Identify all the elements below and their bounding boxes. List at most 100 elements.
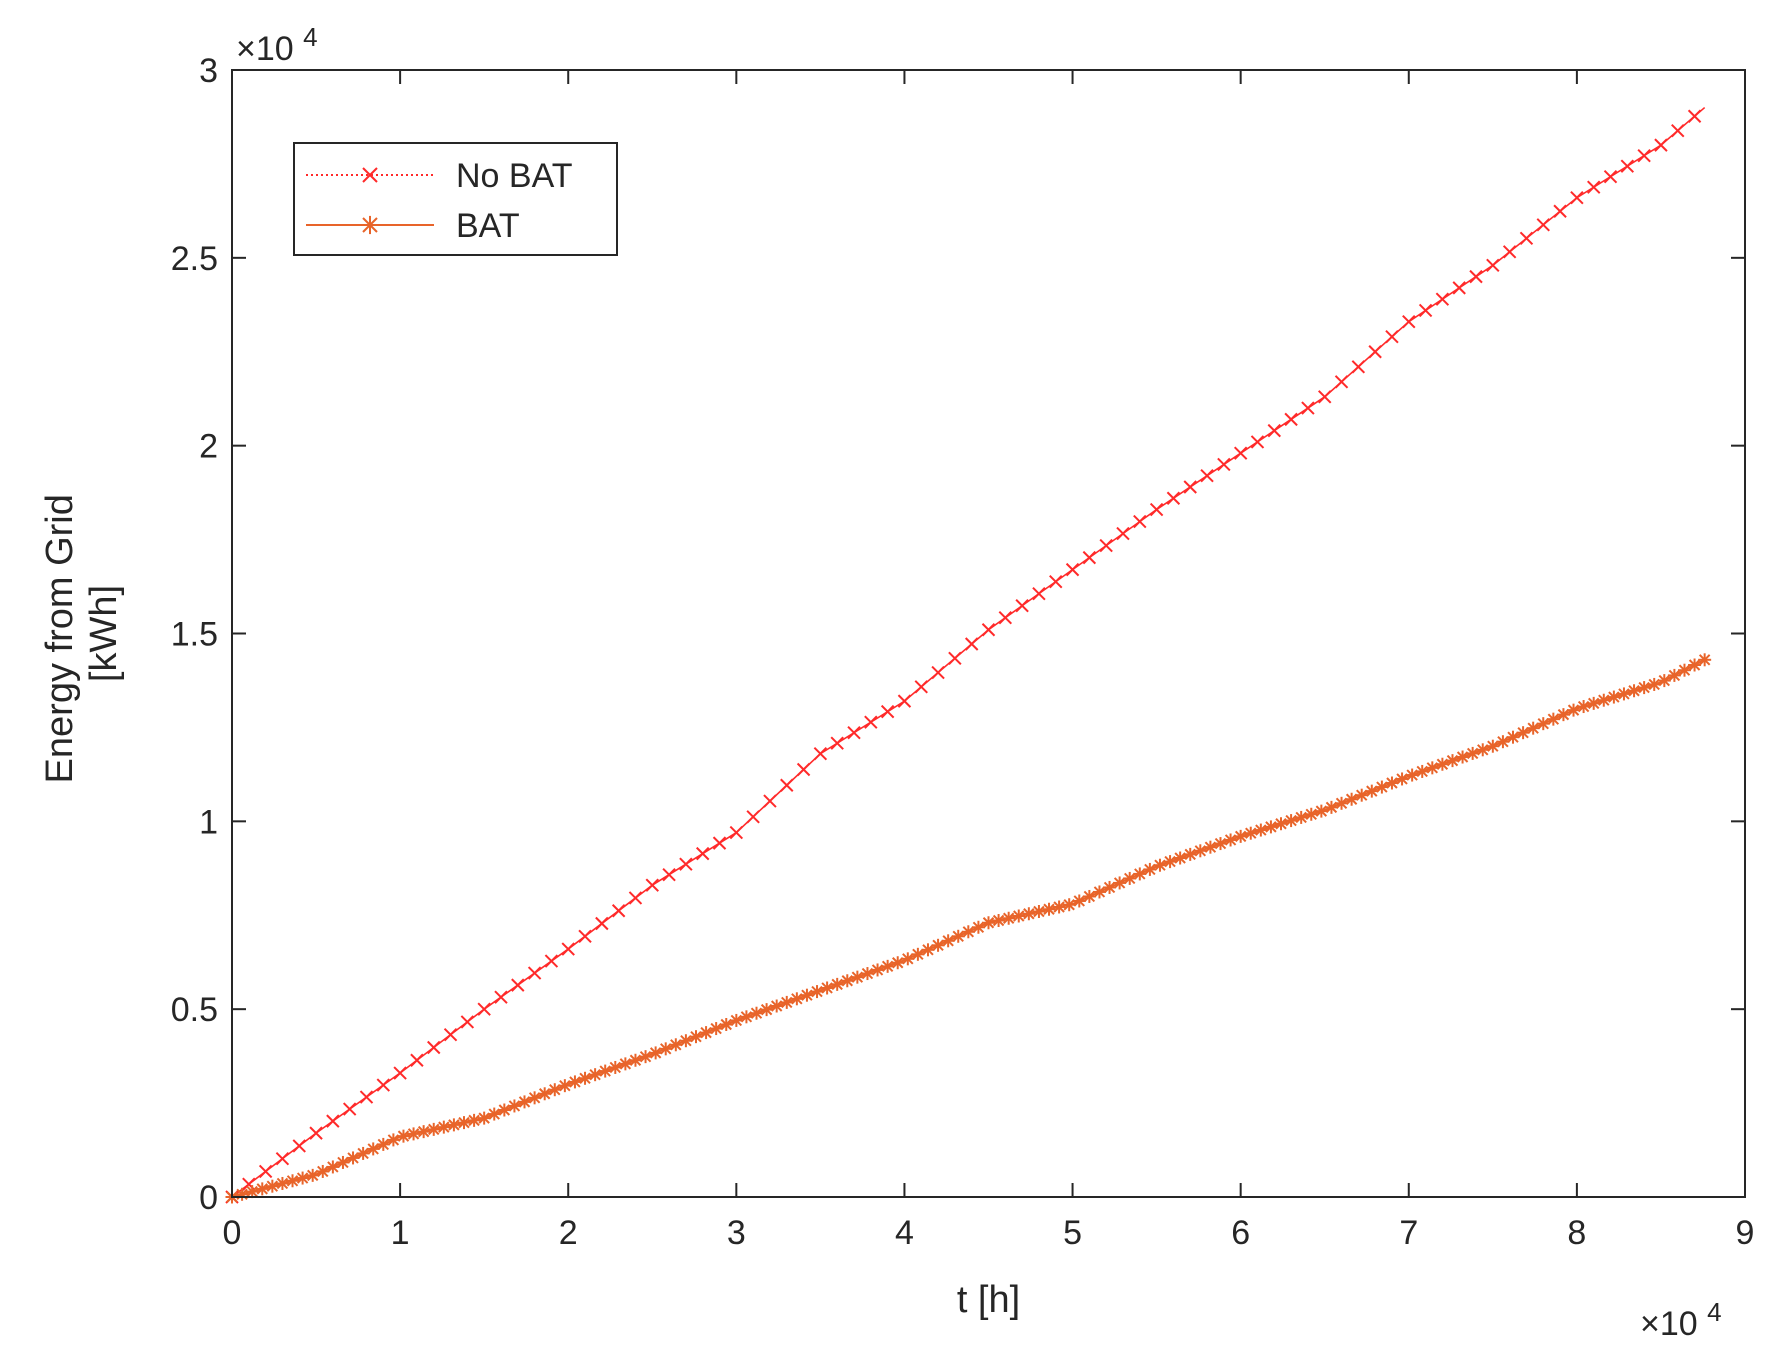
series-point-bat <box>477 1111 491 1125</box>
series-point-bat <box>1082 889 1096 903</box>
series-point-no-bat <box>864 715 878 729</box>
series-point-bat <box>1304 807 1318 821</box>
legend-entry-bat: BAT <box>306 207 520 245</box>
series-point-bat <box>1466 746 1480 760</box>
y-axis-label-line-2: [kWh] <box>83 585 125 682</box>
series-point-no-bat <box>275 1151 290 1166</box>
series-point-no-bat <box>696 846 710 861</box>
series-point-no-bat <box>914 680 928 694</box>
series-point-bat <box>1698 653 1712 667</box>
series-point-bat <box>265 1179 279 1193</box>
series-point-bat <box>911 947 925 961</box>
series-point-bat <box>628 1053 642 1067</box>
series-point-bat <box>982 916 995 930</box>
x-tick-label: 2 <box>559 1214 578 1252</box>
series-point-bat <box>1153 858 1167 872</box>
series-point-no-bat <box>1553 204 1567 218</box>
series-point-bat <box>1163 855 1177 869</box>
series-point-bat <box>891 956 905 970</box>
series-point-bat <box>1103 880 1117 894</box>
x-tick-label: 5 <box>1063 1214 1082 1252</box>
series-point-no-bat <box>1301 401 1315 415</box>
series-point-no-bat <box>544 954 559 968</box>
series-point-bat <box>1375 780 1389 794</box>
series-point-bat <box>1254 823 1268 837</box>
series-point-no-bat <box>847 725 861 740</box>
legend-box <box>293 142 618 256</box>
series-point-bat <box>1294 810 1308 824</box>
series-point-bat <box>1486 739 1500 753</box>
series-point-bat <box>800 988 814 1002</box>
series-point-no-bat <box>326 1114 340 1128</box>
series-point-bat <box>1032 904 1046 918</box>
series-point-bat <box>921 943 935 957</box>
series-point-bat <box>306 1168 320 1182</box>
x-axis-label: t [h] <box>957 1279 1020 1321</box>
series-point-bat <box>669 1038 683 1052</box>
series-point-bat <box>608 1060 622 1074</box>
series-point-no-bat <box>611 904 626 918</box>
series-point-bat <box>961 925 975 939</box>
series-point-bat <box>1567 703 1581 717</box>
series-point-bat <box>1052 900 1066 914</box>
series-point-bat <box>790 992 804 1006</box>
series-point-bat <box>1355 788 1369 802</box>
series-point-bat <box>286 1174 300 1188</box>
series-point-no-bat <box>527 966 542 980</box>
series-point-no-bat <box>746 810 760 824</box>
series-point-no-bat <box>561 942 575 956</box>
legend-label: No BAT <box>456 157 573 195</box>
series-point-bat <box>558 1079 572 1093</box>
series-point-no-bat <box>880 704 895 719</box>
series-point-bat <box>336 1155 350 1169</box>
series-point-bat <box>689 1030 703 1044</box>
series-point-no-bat <box>1385 330 1399 344</box>
series-point-no-bat <box>1049 574 1063 589</box>
x-tick-label: 7 <box>1399 1214 1418 1252</box>
series-point-bat <box>1224 833 1238 847</box>
legend-entry-no-bat: No BAT <box>306 157 573 195</box>
series-point-no-bat <box>1637 148 1651 163</box>
series-point-no-bat <box>830 736 844 750</box>
series-point-no-bat <box>511 978 525 992</box>
series-point-bat <box>1072 894 1086 908</box>
series-point-bat <box>770 999 784 1013</box>
x-axis-exponent: ×10 4 <box>1640 1297 1722 1343</box>
series-point-bat <box>1092 885 1106 899</box>
y-axis-label: Energy from Grid [kWh] <box>39 484 125 784</box>
series-point-bat <box>548 1083 562 1097</box>
series-point-no-bat <box>1620 159 1635 173</box>
series-point-no-bat <box>1469 269 1483 284</box>
series-point-bat <box>1113 876 1127 890</box>
series-point-bat <box>417 1125 431 1139</box>
series-point-bat <box>1365 784 1379 798</box>
series-point-no-bat <box>1233 446 1248 460</box>
series-point-bat <box>1203 840 1217 854</box>
series-point-bat <box>860 967 874 981</box>
x-tick-label: 9 <box>1736 1214 1755 1252</box>
series-point-no-bat <box>628 891 643 905</box>
series-point-bat <box>497 1103 511 1117</box>
series-point-no-bat <box>1586 180 1601 194</box>
series-point-no-bat <box>1133 514 1147 529</box>
series-point-bat <box>1435 757 1449 771</box>
series-point-no-bat <box>443 1028 458 1042</box>
series-point-bat <box>679 1034 693 1048</box>
series-point-bat <box>1677 663 1691 677</box>
x-tick-label: 8 <box>1567 1214 1586 1252</box>
series-point-bat <box>1597 693 1611 707</box>
series-point-no-bat <box>1099 538 1113 553</box>
y-tick-label: 3 <box>199 52 218 90</box>
series-point-bat <box>840 974 854 988</box>
series-point-bat <box>568 1075 582 1089</box>
legend-marker <box>362 167 378 183</box>
series-layer <box>225 106 1712 1204</box>
series-point-bat <box>1123 871 1137 885</box>
series-point-bat <box>1335 796 1349 810</box>
series-point-bat <box>275 1176 289 1190</box>
series-point-no-bat <box>729 825 744 840</box>
series-point-no-bat <box>1654 138 1668 152</box>
series-point-bat <box>931 938 945 952</box>
series-point-no-bat <box>359 1090 374 1104</box>
